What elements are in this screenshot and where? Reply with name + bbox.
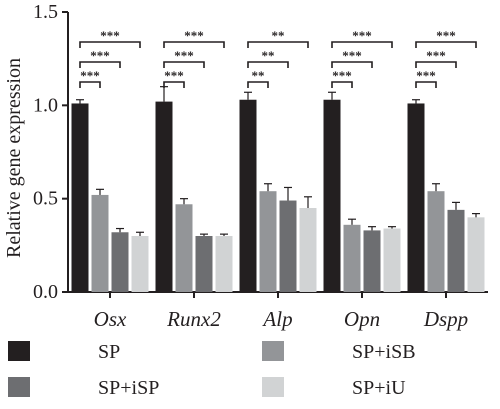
bar-osx-0 [71,103,89,292]
bar-opn-3 [383,228,401,292]
significance-label: *** [332,68,352,83]
x-tick-label: Dspp [423,307,468,331]
bar-alp-3 [299,208,317,292]
significance-label: *** [164,68,184,83]
bar-runx2-0 [155,101,173,292]
significance-label: *** [90,48,110,63]
y-axis-label: Relative gene expression [3,58,25,258]
chart-legend: SP SP+iSB SP+iSP SP+iU [8,341,416,399]
legend-label: SP+iSP [98,377,159,399]
legend-swatch [262,341,284,361]
significance-label: ** [252,68,265,83]
significance-bracket [163,61,205,68]
bar-runx2-3 [215,236,233,292]
chart-bars [71,86,485,292]
significance-bracket [79,41,141,48]
significance-label: *** [100,28,120,43]
significance-bracket [79,81,101,88]
bar-runx2-1 [175,204,193,292]
bar-osx-1 [91,194,109,292]
chart-axes: 0.0 0.5 1.0 1.5 Relative gene expression Osx R… [3,1,488,331]
significance-bracket [331,81,353,88]
significance-bracket [163,81,185,88]
legend-swatch [8,377,30,397]
legend-swatch [262,377,284,397]
bar-osx-3 [131,236,149,292]
significance-label: *** [80,68,100,83]
significance-bracket [247,81,269,88]
legend-label: SP+iU [352,377,406,399]
bar-alp-1 [259,191,277,292]
significance-label: *** [342,48,362,63]
bar-opn-2 [363,230,381,292]
bar-runx2-2 [195,236,213,292]
significance-bracket [415,81,437,88]
significance-label: *** [426,48,446,63]
significance-bracket [331,61,373,68]
y-tick-label: 0.5 [33,188,58,210]
bar-opn-1 [343,224,361,292]
significance-label: *** [416,68,436,83]
bar-dspp-0 [407,103,425,292]
bar-dspp-2 [447,209,465,292]
significance-brackets: ****************************************… [79,28,477,88]
significance-bracket [163,41,225,48]
x-tick-label: Osx [94,307,127,331]
bar-dspp-1 [427,191,445,292]
y-tick-label: 1.5 [33,1,58,23]
x-tick-label: Alp [261,307,292,331]
significance-bracket [415,41,477,48]
significance-label: *** [184,28,204,43]
significance-bracket [79,61,121,68]
bar-alp-2 [279,200,297,292]
significance-bracket [331,41,393,48]
significance-label: *** [436,28,456,43]
legend-label: SP [98,341,120,363]
y-tick-label: 1.0 [33,94,58,116]
bar-osx-2 [111,232,129,292]
significance-bracket [415,61,457,68]
significance-label: *** [352,28,372,43]
legend-swatch [8,341,30,361]
bar-alp-0 [239,99,257,292]
significance-bracket [247,61,289,68]
legend-label: SP+iSB [352,341,416,363]
bar-opn-0 [323,99,341,292]
x-tick-label: Runx2 [166,307,221,331]
significance-label: ** [272,28,285,43]
significance-bracket [247,41,309,48]
x-tick-label: Opn [344,307,380,331]
bar-dspp-3 [467,217,485,292]
significance-label: *** [174,48,194,63]
y-tick-label: 0.0 [33,281,58,303]
significance-label: ** [262,48,275,63]
